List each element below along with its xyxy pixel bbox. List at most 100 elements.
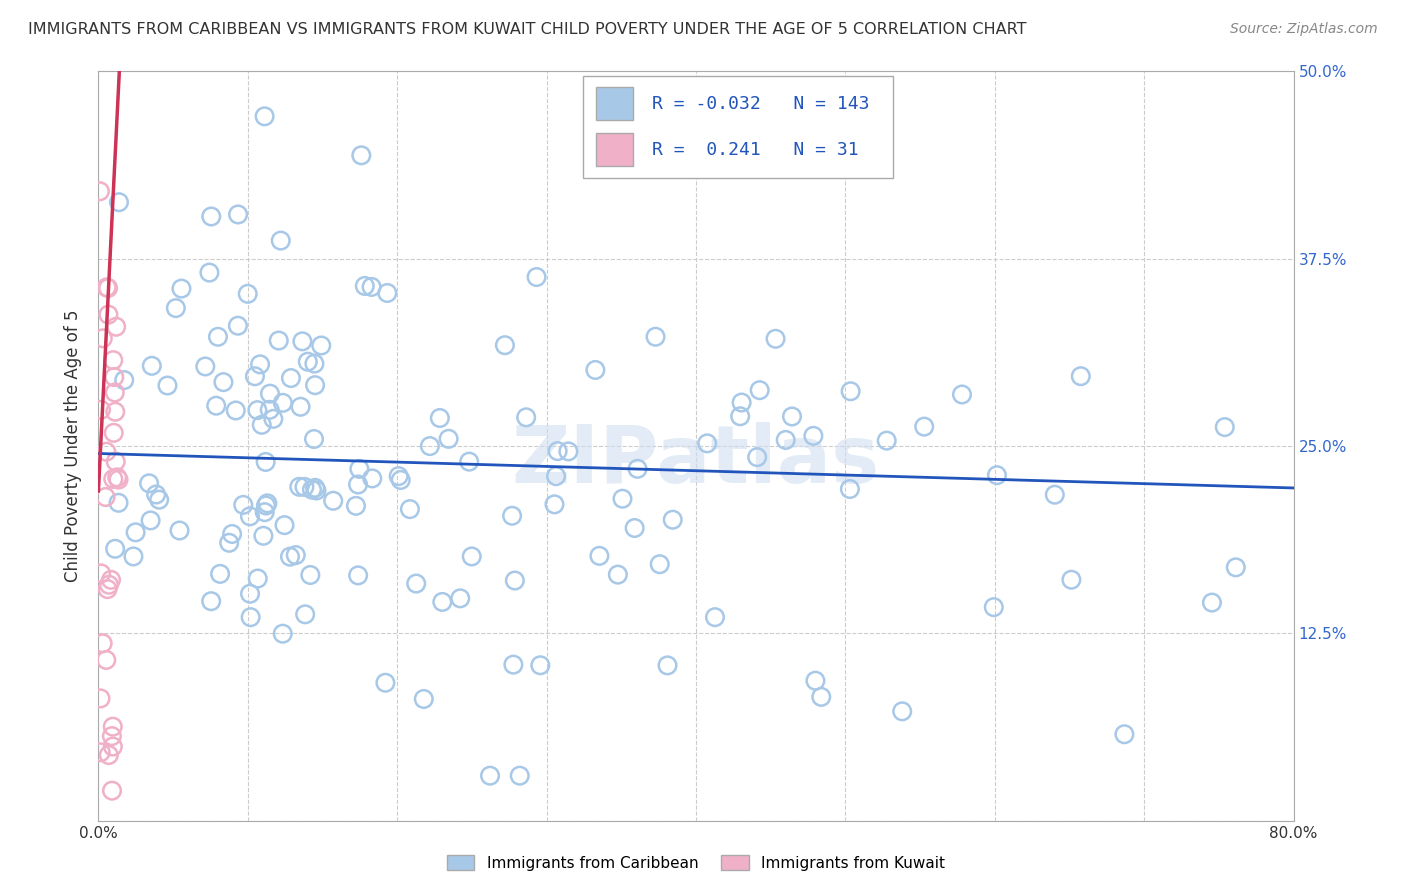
Point <box>612 491 634 506</box>
Point <box>374 675 396 690</box>
Point <box>253 505 276 519</box>
FancyBboxPatch shape <box>583 76 893 178</box>
Point <box>246 403 269 417</box>
Point <box>103 425 125 440</box>
Point <box>730 395 752 409</box>
Point <box>458 455 481 469</box>
Point <box>271 396 294 410</box>
Point <box>122 549 145 564</box>
Text: Source: ZipAtlas.com: Source: ZipAtlas.com <box>1230 22 1378 37</box>
Point <box>108 195 131 210</box>
Point <box>243 369 266 384</box>
Point <box>96 653 118 667</box>
Point <box>509 769 531 783</box>
Point <box>96 582 118 596</box>
Point <box>90 402 112 417</box>
Point <box>107 473 129 487</box>
Point <box>412 692 434 706</box>
Text: ZIPatlas: ZIPatlas <box>512 422 880 500</box>
Point <box>253 109 276 123</box>
Point <box>200 594 222 608</box>
Point <box>515 410 537 425</box>
Point <box>1070 369 1092 384</box>
Point <box>588 549 610 563</box>
Point <box>250 417 273 432</box>
Point <box>301 483 323 497</box>
Point <box>91 636 114 650</box>
Point <box>661 513 683 527</box>
Point <box>347 477 370 491</box>
Point <box>305 483 328 498</box>
Point <box>399 502 422 516</box>
Point <box>90 745 112 759</box>
Point <box>105 319 128 334</box>
Point <box>349 462 371 476</box>
Y-axis label: Child Poverty Under the Age of 5: Child Poverty Under the Age of 5 <box>65 310 83 582</box>
Point <box>249 357 271 371</box>
Text: R = -0.032   N = 143: R = -0.032 N = 143 <box>651 95 869 112</box>
Point <box>267 334 290 348</box>
Point <box>838 482 860 496</box>
Point <box>461 549 484 564</box>
Point <box>156 378 179 392</box>
Point <box>648 558 671 572</box>
Point <box>259 386 281 401</box>
Point <box>165 301 187 315</box>
FancyBboxPatch shape <box>596 133 633 166</box>
Point <box>273 518 295 533</box>
Point <box>728 409 751 424</box>
Point <box>1201 596 1223 610</box>
Point <box>623 521 645 535</box>
Point <box>139 513 162 527</box>
Point <box>246 572 269 586</box>
Point <box>657 658 679 673</box>
Point <box>97 747 120 762</box>
Point <box>271 626 294 640</box>
Point <box>91 331 114 345</box>
Point <box>138 476 160 491</box>
Point <box>145 487 167 501</box>
Point <box>347 568 370 582</box>
Point <box>239 587 262 601</box>
Point <box>89 184 111 198</box>
Point <box>704 610 727 624</box>
Point <box>232 498 254 512</box>
Point <box>104 541 127 556</box>
Point <box>950 387 973 401</box>
Point <box>479 769 502 783</box>
Point <box>209 566 232 581</box>
Point <box>344 499 367 513</box>
Point <box>284 548 307 562</box>
Point <box>221 527 243 541</box>
Point <box>101 729 124 743</box>
Point <box>104 405 127 419</box>
Point <box>775 433 797 447</box>
Point <box>90 691 112 706</box>
Point <box>986 468 1008 483</box>
Point <box>544 469 567 483</box>
Point <box>294 480 316 494</box>
Point <box>547 444 569 458</box>
Point <box>112 373 135 387</box>
Point <box>1043 488 1066 502</box>
Point <box>200 210 222 224</box>
Point <box>501 508 523 523</box>
Point <box>97 308 120 322</box>
Point <box>432 595 454 609</box>
Point <box>606 567 628 582</box>
Point <box>583 363 606 377</box>
Point <box>252 529 274 543</box>
Point <box>218 536 240 550</box>
Point <box>1060 573 1083 587</box>
Point <box>494 338 516 352</box>
Point <box>429 411 451 425</box>
Point <box>97 281 120 295</box>
Point <box>103 353 125 368</box>
Point <box>747 450 769 464</box>
Point <box>98 578 121 592</box>
Point <box>256 496 278 510</box>
Point <box>290 400 312 414</box>
Point <box>96 280 118 294</box>
Point <box>449 591 471 606</box>
Point <box>124 525 146 540</box>
